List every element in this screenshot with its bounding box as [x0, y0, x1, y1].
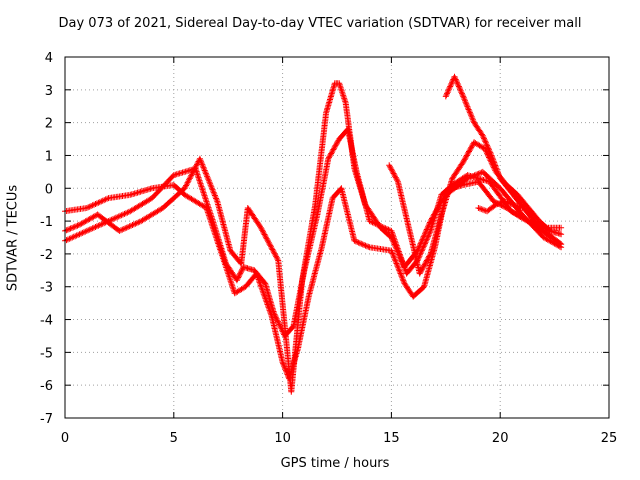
- data-points-track-1: [62, 168, 565, 382]
- plot-frame: [64, 56, 610, 419]
- data-points-track-5: [442, 73, 565, 248]
- y-tick-label: -1: [40, 215, 53, 230]
- series-track-5: [442, 73, 565, 248]
- y-tick-label: -4: [40, 314, 53, 329]
- y-tick-label: 0: [45, 182, 53, 197]
- y-tick-label: -6: [40, 379, 53, 394]
- x-tick-label: 0: [61, 431, 69, 446]
- chart-title: Day 073 of 2021, Sidereal Day-to-day VTE…: [58, 16, 582, 31]
- y-tick-label: -7: [40, 412, 53, 427]
- data-points-track-6: [475, 198, 525, 215]
- x-tick-label: 15: [383, 431, 400, 446]
- y-tick-label: -3: [40, 281, 53, 296]
- y-tick-label: -2: [40, 248, 53, 263]
- x-tick-label: 25: [601, 431, 618, 446]
- x-tick-label: 5: [170, 431, 178, 446]
- x-tick-label: 20: [492, 431, 509, 446]
- x-tick-label: 10: [274, 431, 291, 446]
- series-track-1: [62, 168, 565, 382]
- y-axis-label: SDTVAR / TECUs: [5, 184, 21, 292]
- series-track-6: [475, 198, 525, 215]
- y-tick-label: -5: [40, 346, 53, 361]
- y-tick-label: 2: [45, 117, 53, 132]
- y-tick-label: 3: [45, 84, 53, 99]
- y-tick-label: 1: [45, 149, 53, 164]
- x-axis-label: GPS time / hours: [280, 456, 390, 471]
- y-tick-label: 4: [45, 51, 53, 66]
